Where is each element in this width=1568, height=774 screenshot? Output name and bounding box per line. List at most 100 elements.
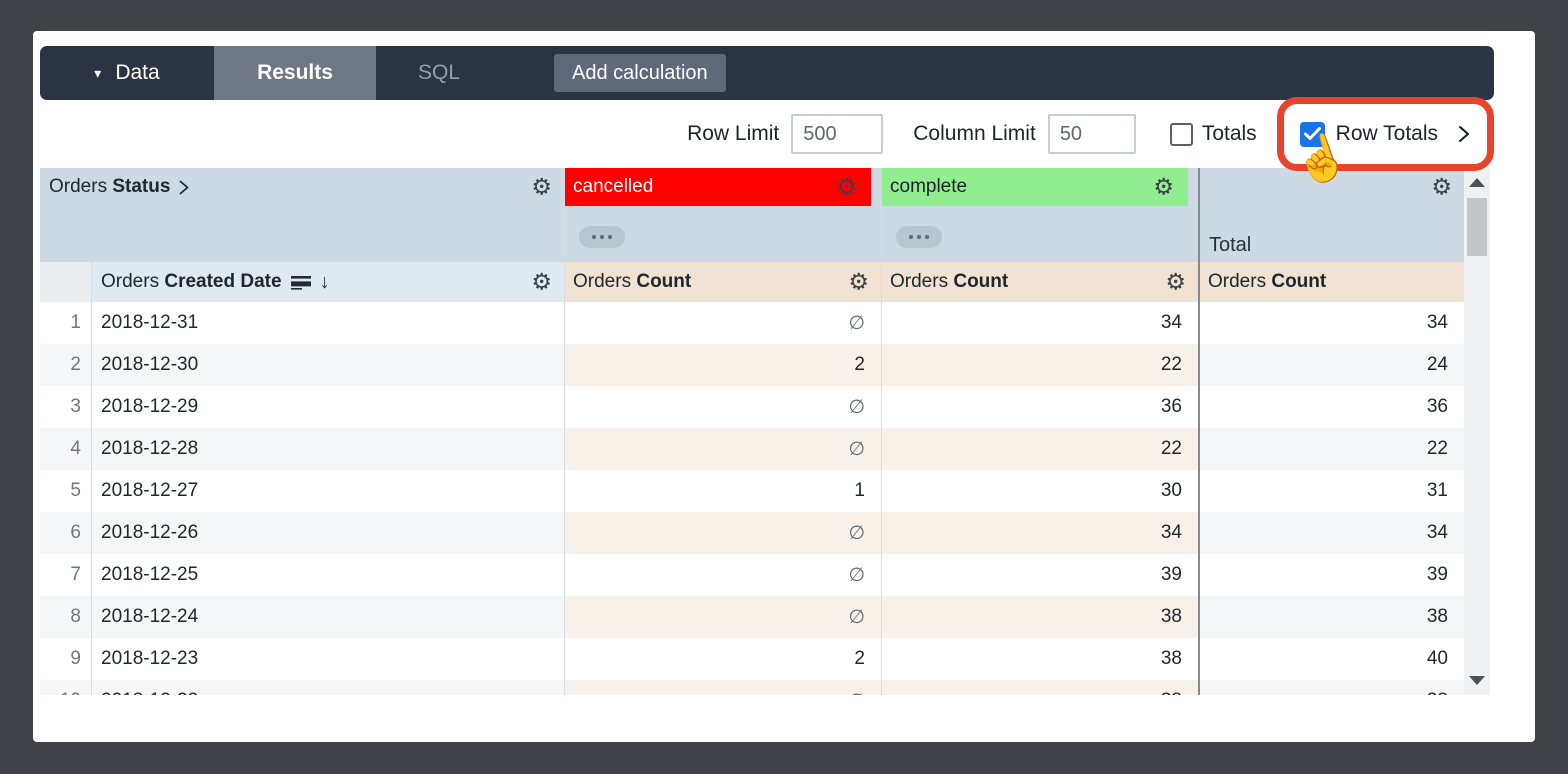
gear-icon[interactable]: ⚙ [1431,173,1452,200]
date-cell[interactable]: 2018-12-25 [91,554,564,596]
caret-down-icon: ▾ [94,65,102,81]
chevron-right-icon[interactable] [1457,124,1471,144]
complete-count-cell[interactable]: 36 [881,386,1198,428]
measure-header-total[interactable]: Orders Count [1198,262,1464,302]
scrollbar-thumb[interactable] [1467,198,1487,256]
row-total-cell[interactable]: 38 [1198,680,1464,695]
cancelled-count-cell[interactable]: 2 [564,638,881,680]
row-number-cell[interactable]: 5 [40,470,91,512]
row-total-cell[interactable]: 39 [1198,554,1464,596]
date-cell[interactable]: 2018-12-27 [91,470,564,512]
row-limit-input[interactable] [791,114,884,154]
gear-icon[interactable]: ⚙ [848,268,869,295]
subtotal-icon[interactable] [290,275,312,290]
table-row: 5 2018-12-27 1 30 31 [40,470,1464,512]
date-cell[interactable]: 2018-12-26 [91,512,564,554]
row-total-cell[interactable]: 40 [1198,638,1464,680]
chevron-right-icon[interactable] [178,179,190,196]
complete-count-cell[interactable]: 34 [881,302,1198,344]
date-cell[interactable]: 2018-12-24 [91,596,564,638]
pivot-dimension-prefix: Orders [49,176,108,197]
pivot-value-cancelled-label: cancelled [573,176,654,197]
date-cell[interactable]: 2018-12-29 [91,386,564,428]
explore-results-panel: ▾ Data Results SQL Add calculation Row L… [33,31,1535,742]
complete-count-cell[interactable]: 38 [881,680,1198,695]
ellipsis-menu-icon[interactable] [579,226,625,248]
sort-descending-icon[interactable]: ↓ [319,270,330,293]
complete-count-cell[interactable]: 38 [881,638,1198,680]
date-cell[interactable]: 2018-12-23 [91,638,564,680]
measure-header-cancelled[interactable]: Orders Count ⚙ [564,262,881,302]
row-number-cell[interactable]: 7 [40,554,91,596]
totals-label: Totals [1201,122,1257,145]
pivot-dimension-header[interactable]: Orders Status ⚙ [40,168,564,206]
complete-count-cell[interactable]: 34 [881,512,1198,554]
row-number-cell[interactable]: 9 [40,638,91,680]
row-totals-label: Row Totals [1335,122,1438,145]
date-cell[interactable]: 2018-12-28 [91,428,564,470]
pivot-value-complete-header[interactable]: complete ⚙ [881,168,1198,206]
row-dimension-header[interactable]: Orders Created Date ↓ ⚙ [91,262,564,302]
row-total-column-header[interactable]: ⚙ [1198,168,1464,206]
gear-icon[interactable]: ⚙ [1165,268,1186,295]
row-limit-label: Row Limit [687,122,780,145]
row-total-cell[interactable]: 34 [1198,302,1464,344]
row-number-cell[interactable]: 1 [40,302,91,344]
column-limit-input[interactable] [1047,114,1136,154]
complete-count-cell[interactable]: 22 [881,428,1198,470]
pivot-subheader-band: Total [40,206,1464,262]
cancelled-count-cell[interactable]: 1 [564,470,881,512]
cancelled-count-cell[interactable]: ∅ [564,302,881,344]
complete-count-cell[interactable]: 30 [881,470,1198,512]
gear-icon[interactable]: ⚙ [531,268,552,295]
add-calculation-button[interactable]: Add calculation [554,54,726,92]
gear-icon[interactable]: ⚙ [1153,173,1174,200]
data-section-label: Data [115,61,160,84]
date-cell[interactable]: 2018-12-22 [91,680,564,695]
cancelled-count-cell[interactable]: ∅ [564,512,881,554]
complete-count-cell[interactable]: 22 [881,344,1198,386]
row-total-cell[interactable]: 24 [1198,344,1464,386]
gear-icon[interactable]: ⚙ [836,173,857,200]
row-dimension-label: Orders Created Date [101,271,282,292]
data-section-toggle[interactable]: ▾ Data [40,46,214,100]
row-number-cell[interactable]: 8 [40,596,91,638]
row-total-cell[interactable]: 31 [1198,470,1464,512]
totals-checkbox[interactable] [1169,122,1193,146]
ellipsis-menu-icon[interactable] [896,226,942,248]
cancelled-count-cell[interactable]: ∅ [564,554,881,596]
pivot-header-band: Orders Status ⚙ cancelled ⚙ complete ⚙ [40,168,1464,206]
date-cell[interactable]: 2018-12-31 [91,302,564,344]
row-number-cell[interactable]: 6 [40,512,91,554]
checkmark-icon [1303,127,1321,140]
row-number-cell[interactable]: 10 [40,680,91,695]
pivot-value-cancelled-header[interactable]: cancelled ⚙ [564,168,881,206]
complete-count-cell[interactable]: 39 [881,554,1198,596]
row-total-cell[interactable]: 22 [1198,428,1464,470]
row-total-cell[interactable]: 34 [1198,512,1464,554]
cancelled-count-cell[interactable]: ∅ [564,596,881,638]
cancelled-count-cell[interactable]: ∅ [564,680,881,695]
tab-results[interactable]: Results [214,46,376,100]
vertical-scrollbar[interactable] [1464,168,1490,695]
measure-header-complete[interactable]: Orders Count ⚙ [881,262,1198,302]
row-total-cell[interactable]: 36 [1198,386,1464,428]
row-totals-checkbox[interactable] [1299,121,1325,147]
totals-checkbox-group: Totals [1169,122,1257,146]
cancelled-count-cell[interactable]: ∅ [564,386,881,428]
cancelled-count-cell[interactable]: ∅ [564,428,881,470]
scroll-down-arrow[interactable] [1469,676,1485,685]
row-number-cell[interactable]: 4 [40,428,91,470]
complete-count-cell[interactable]: 38 [881,596,1198,638]
date-cell[interactable]: 2018-12-30 [91,344,564,386]
tab-sql[interactable]: SQL [417,61,461,84]
row-total-cell[interactable]: 38 [1198,596,1464,638]
pivot-complete-subheader [881,206,1198,262]
row-number-cell[interactable]: 3 [40,386,91,428]
cancelled-count-cell[interactable]: 2 [564,344,881,386]
gear-icon[interactable]: ⚙ [531,173,552,200]
scroll-up-arrow[interactable] [1469,178,1485,187]
pivot-cancelled-subheader [564,206,881,262]
row-number-cell[interactable]: 2 [40,344,91,386]
table-row: 4 2018-12-28 ∅ 22 22 [40,428,1464,470]
